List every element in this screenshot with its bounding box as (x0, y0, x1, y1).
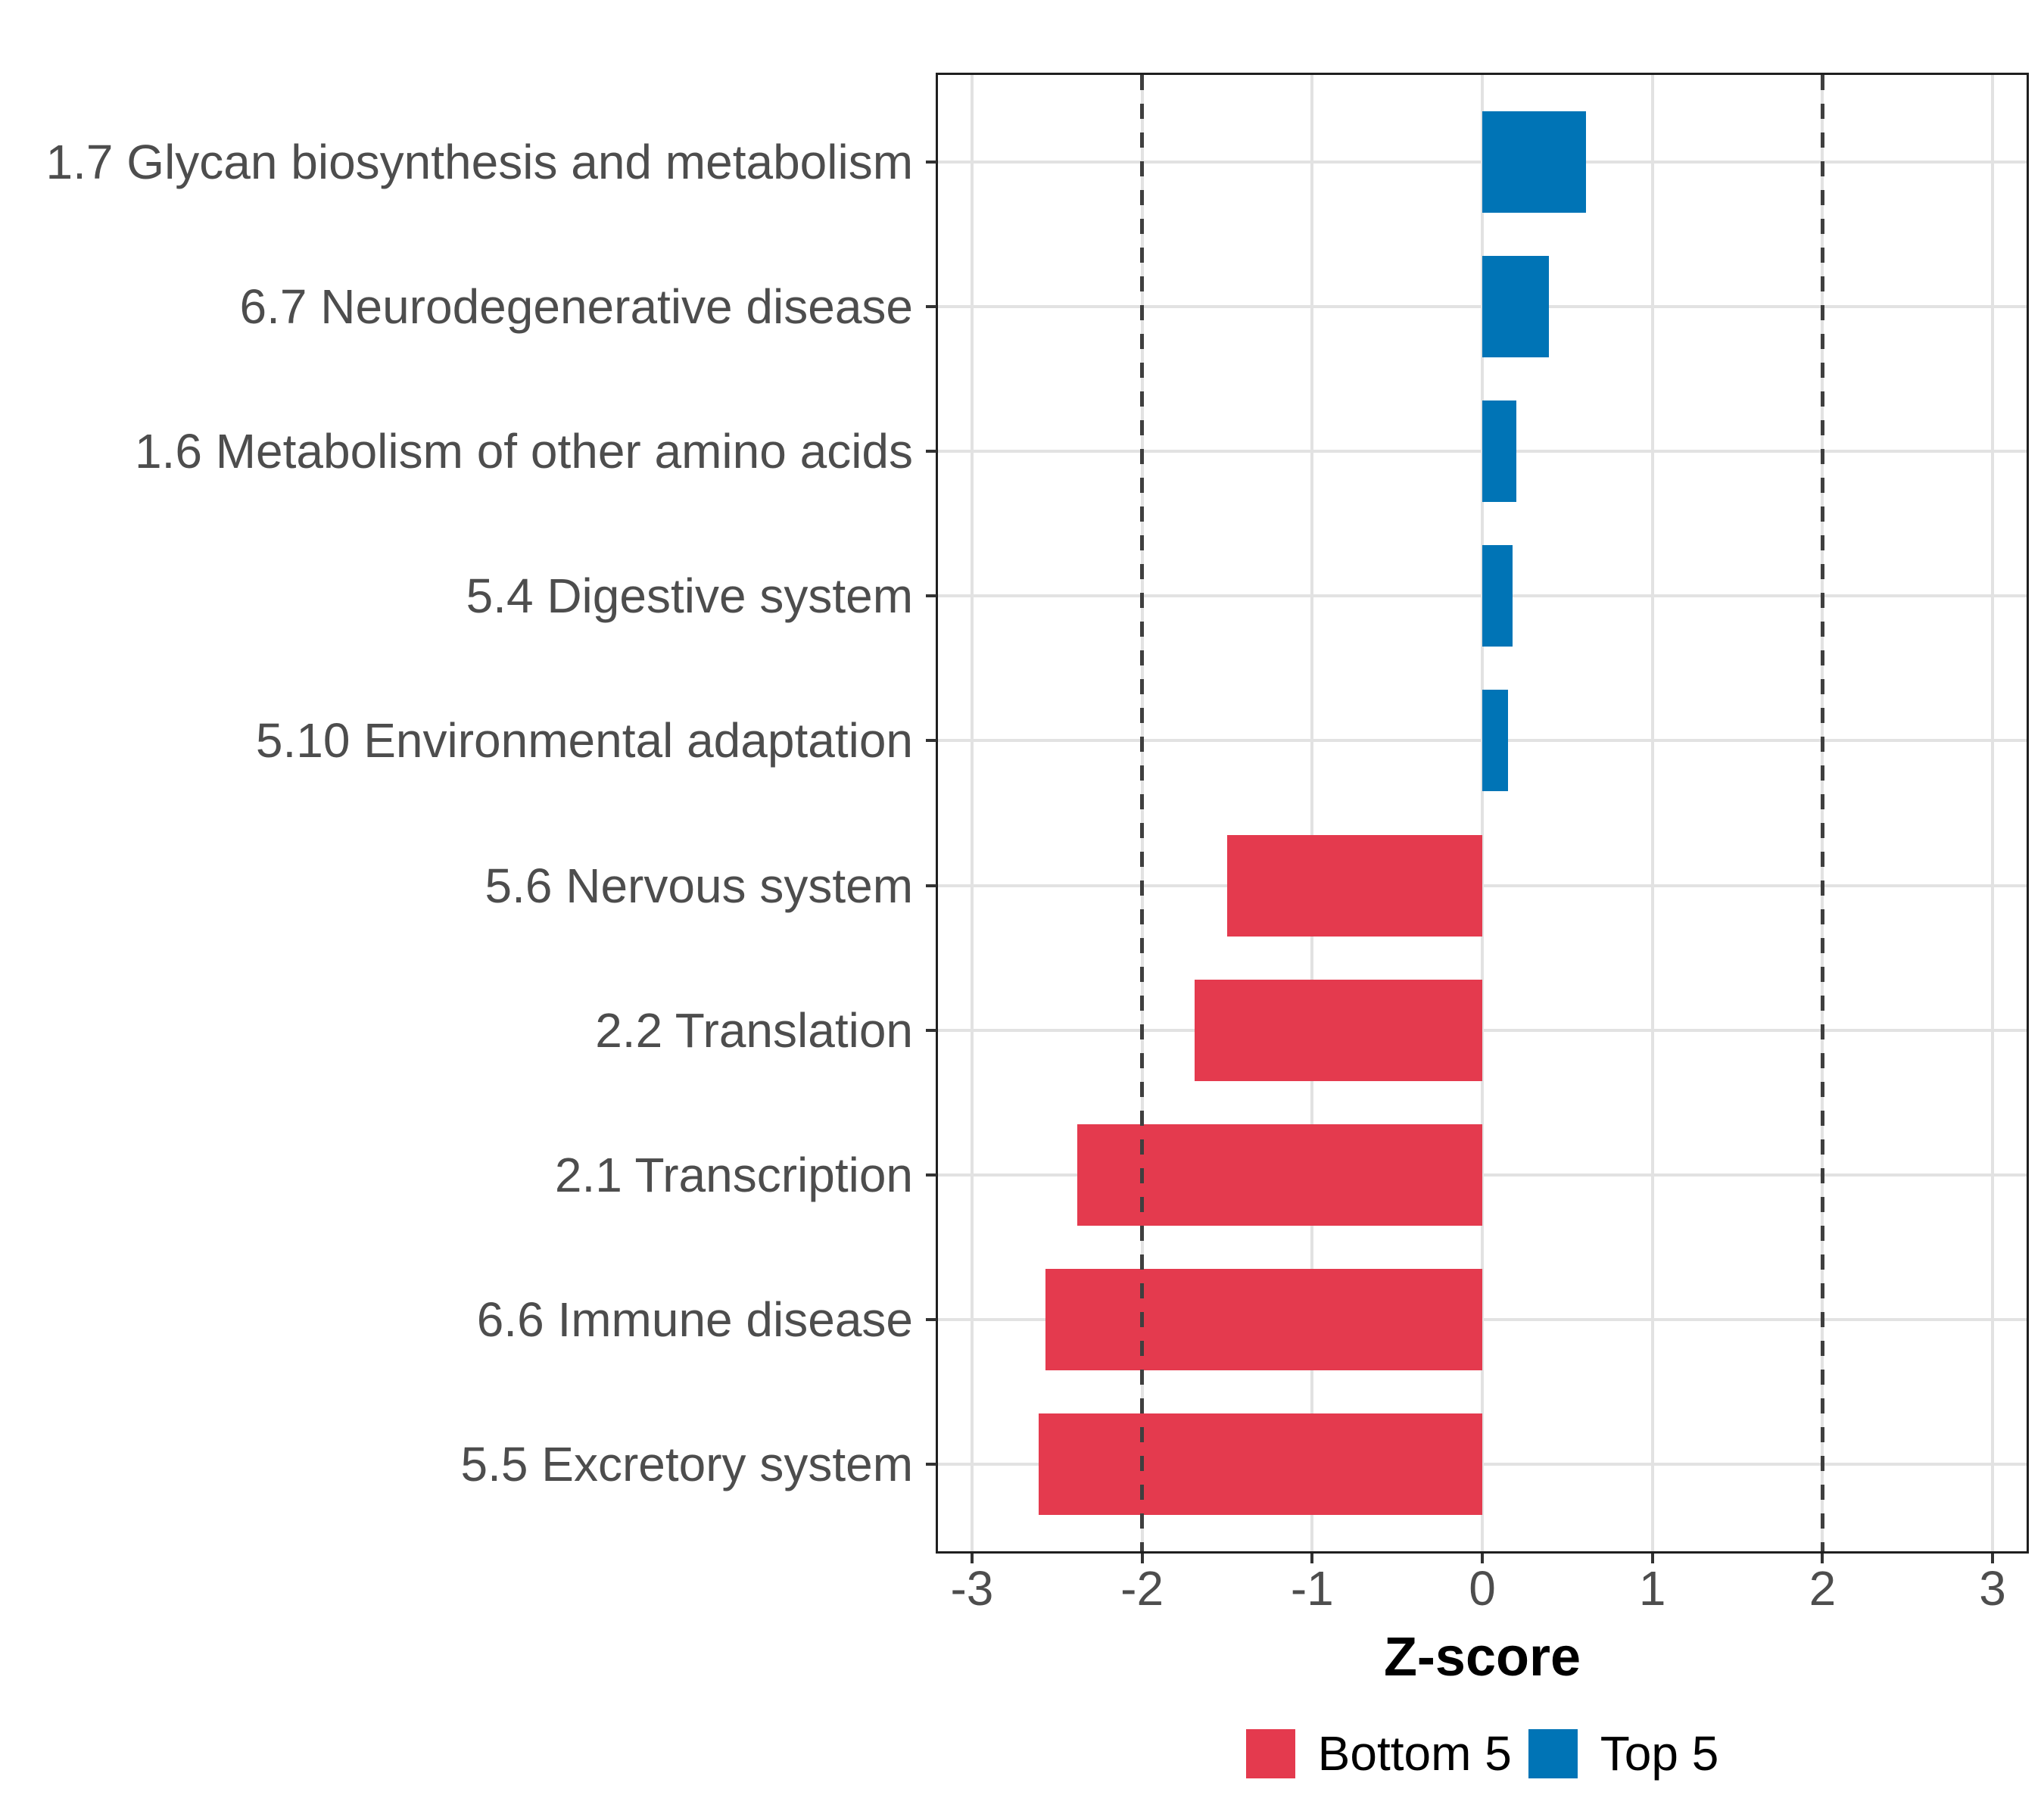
y-gridline (938, 1173, 2027, 1177)
bar-bottom5 (1077, 1124, 1482, 1226)
bar-bottom5 (1195, 979, 1482, 1081)
y-tick (926, 450, 936, 453)
bar-top5 (1482, 690, 1508, 792)
legend-swatch-bottom5 (1245, 1728, 1295, 1778)
y-tick (926, 1463, 936, 1466)
x-tick-label-2: 2 (1809, 1561, 1837, 1616)
x-tick-label-0: 0 (1469, 1561, 1496, 1616)
x-tick-0 (1481, 1554, 1484, 1563)
x-tick-label-1: 1 (1638, 1561, 1666, 1616)
legend-item-top5: Top 5 (1528, 1726, 1719, 1781)
x-tick-3 (1991, 1554, 1995, 1563)
x-gridline-0 (1481, 75, 1484, 1551)
x-gridline--1 (1310, 75, 1314, 1551)
y-tick (926, 594, 936, 598)
y-tick (926, 1028, 936, 1032)
x-tick-2 (1821, 1554, 1824, 1563)
reference-line-2 (1820, 75, 1824, 1551)
bar-bottom5 (1226, 834, 1482, 937)
category-label: 1.6 Metabolism of other amino acids (134, 424, 913, 479)
x-gridline-1 (1650, 75, 1654, 1551)
legend-label-top5: Top 5 (1600, 1726, 1719, 1781)
x-tick--1 (1310, 1554, 1314, 1563)
legend-swatch-top5 (1528, 1728, 1578, 1778)
category-label: 5.10 Environmental adaptation (255, 713, 913, 768)
y-gridline (938, 1318, 2027, 1322)
category-label: 2.1 Transcription (554, 1147, 913, 1202)
legend: Bottom 5 Top 5 (938, 1728, 2027, 1778)
y-tick (926, 739, 936, 743)
y-gridline (938, 884, 2027, 887)
x-tick-label--3: -3 (950, 1561, 994, 1616)
plot-panel (926, 73, 2029, 1563)
x-tick-label-3: 3 (1979, 1561, 2006, 1616)
x-tick-label--2: -2 (1120, 1561, 1164, 1616)
legend-item-bottom5: Bottom 5 (1245, 1726, 1512, 1781)
category-label: 1.7 Glycan biosynthesis and metabolism (45, 134, 913, 189)
category-label: 5.5 Excretory system (460, 1437, 914, 1492)
y-gridline (938, 1463, 2027, 1466)
reference-line--2 (1140, 75, 1145, 1551)
category-label: 6.6 Immune disease (476, 1292, 913, 1348)
legend-label-bottom5: Bottom 5 (1317, 1726, 1512, 1781)
y-tick (926, 1173, 936, 1177)
y-tick (926, 884, 936, 887)
category-label: 6.7 Neurodegenerative disease (239, 279, 914, 334)
x-axis-tick-labels: -3 -2 -1 0 1 2 3 (938, 1562, 2027, 1622)
bar-top5 (1482, 545, 1513, 647)
x-tick-1 (1650, 1554, 1654, 1563)
category-label: 5.6 Nervous system (485, 858, 913, 913)
x-tick--3 (970, 1554, 974, 1563)
y-gridline (938, 1028, 2027, 1032)
bar-bottom5 (1038, 1413, 1482, 1516)
y-tick (926, 160, 936, 164)
bar-top5 (1482, 111, 1587, 213)
category-label: 5.4 Digestive system (466, 569, 913, 624)
y-tick (926, 304, 936, 308)
x-axis-title: Z-score (1383, 1627, 1581, 1688)
x-tick--2 (1140, 1554, 1144, 1563)
y-tick (926, 1318, 936, 1322)
x-gridline-3 (1991, 75, 1995, 1551)
category-label: 2.2 Translation (595, 1002, 913, 1058)
x-gridline--3 (970, 75, 974, 1551)
x-tick-label--1: -1 (1290, 1561, 1334, 1616)
bar-top5 (1482, 400, 1516, 503)
bar-top5 (1482, 255, 1549, 357)
bar-bottom5 (1045, 1269, 1482, 1371)
